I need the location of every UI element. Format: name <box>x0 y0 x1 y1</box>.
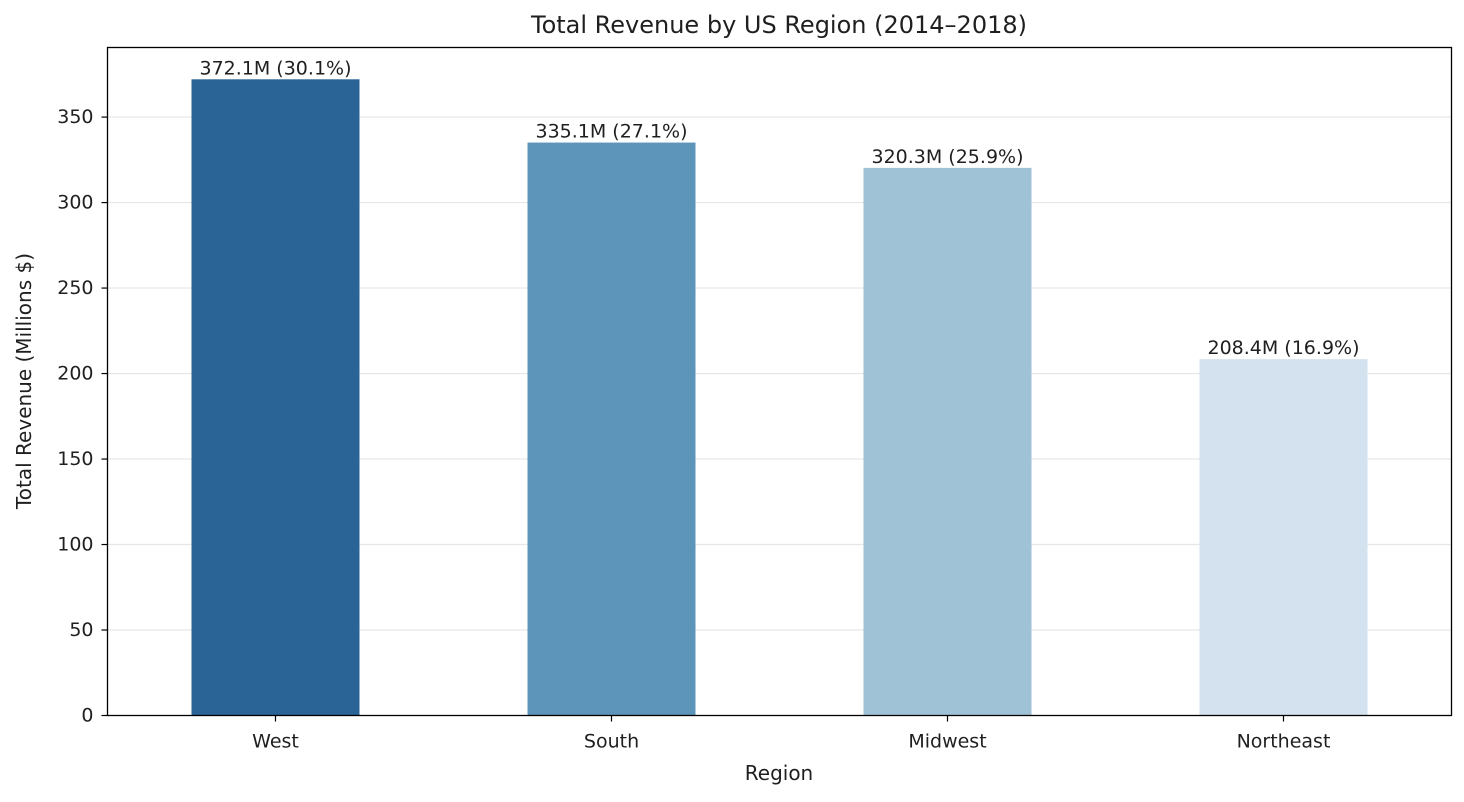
bar-west <box>191 79 360 716</box>
y-tick-label-50: 50 <box>69 619 93 641</box>
y-tick-label-150: 150 <box>57 448 93 470</box>
x-axis-label: Region <box>745 761 813 785</box>
y-axis-ticks: 0 50 100 150 200 250 300 350 <box>57 106 108 727</box>
x-tick-label-midwest: Midwest <box>908 731 986 753</box>
plot-area-frame <box>106 46 1453 717</box>
bar-data-label-midwest: 320.3M (25.9%) <box>871 146 1023 168</box>
x-tick-label-south: South <box>584 731 639 753</box>
bar-data-label-south: 335.1M (27.1%) <box>535 121 687 143</box>
chart-title: Total Revenue by US Region (2014–2018) <box>530 11 1027 39</box>
bar-midwest <box>863 167 1032 716</box>
y-tick-label-0: 0 <box>81 705 93 727</box>
x-tick-label-northeast: Northeast <box>1237 731 1331 753</box>
y-tick-label-100: 100 <box>57 534 93 556</box>
bars <box>191 79 1368 716</box>
y-axis-label: Total Revenue (Millions $) <box>12 253 36 510</box>
y-tick-label-200: 200 <box>57 363 93 385</box>
x-axis-ticks: West South Midwest Northeast <box>252 715 1331 753</box>
y-tick-label-250: 250 <box>57 277 93 299</box>
y-tick-label-350: 350 <box>57 106 93 128</box>
y-tick-label-300: 300 <box>57 192 93 214</box>
bar-south <box>527 142 696 716</box>
x-tick-label-west: West <box>252 731 299 753</box>
bar-data-label-northeast: 208.4M (16.9%) <box>1207 337 1359 359</box>
bar-northeast <box>1199 359 1368 716</box>
bar-data-labels: 372.1M (30.1%) 335.1M (27.1%) 320.3M (25.9… <box>199 57 1359 359</box>
bar-data-label-west: 372.1M (30.1%) <box>199 57 351 79</box>
